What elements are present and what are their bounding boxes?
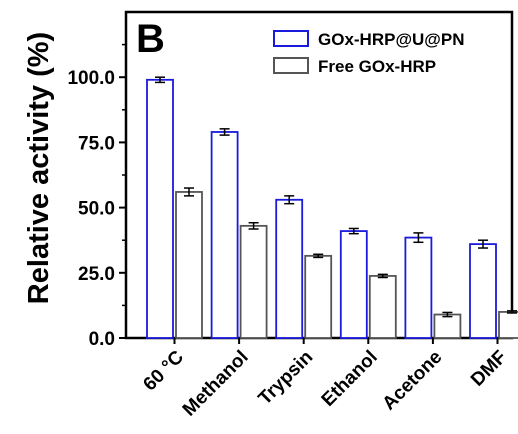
- bar-series-1: [146, 78, 174, 339]
- error-bar: [219, 128, 230, 136]
- y-axis-ticks: 0.0 25.0 50.0 75.0 100.0: [67, 43, 126, 350]
- bar-series-2: [368, 275, 397, 339]
- legend-label-series-2: Free GOx-HRP: [318, 57, 436, 76]
- x-tick-label: Methanol: [179, 347, 253, 421]
- x-tick-label: 60 °C: [139, 346, 188, 395]
- legend-swatch-series-1: [273, 30, 309, 47]
- legend-label-series-1: GOx-HRP@U@PN: [318, 30, 465, 49]
- bar-series-2: [498, 311, 518, 339]
- y-tick-label: 50.0: [78, 199, 115, 220]
- y-tick-label: 75.0: [78, 133, 115, 154]
- bar-series-1: [469, 243, 497, 339]
- bar-series-2: [175, 191, 203, 339]
- x-tick-label: Acetone: [379, 347, 447, 415]
- error-bar: [248, 221, 259, 230]
- error-bar: [478, 239, 488, 249]
- bar-series-1: [404, 236, 433, 339]
- legend-swatch-series-2: [273, 57, 309, 74]
- x-tick-label: Trypsin: [255, 347, 318, 410]
- panel-label: B: [136, 17, 165, 61]
- legend: GOx-HRP@U@PN Free GOx-HRP: [273, 30, 465, 76]
- bar-series-2: [433, 313, 462, 339]
- bar-series-1: [210, 131, 239, 339]
- error-bar: [284, 195, 295, 205]
- error-bar: [377, 273, 388, 279]
- y-axis-title: Relative activity (%): [23, 32, 55, 304]
- x-tick-label: DMF: [467, 347, 511, 391]
- bar-series-1: [339, 230, 368, 339]
- y-tick-label: 25.0: [78, 264, 115, 285]
- bar-series-2: [304, 254, 333, 339]
- bar-series-1: [275, 198, 304, 339]
- bar-series-2: [239, 224, 268, 339]
- error-bar: [313, 253, 324, 259]
- error-bar: [348, 227, 359, 235]
- error-bar: [155, 76, 165, 84]
- bars-group: [146, 76, 518, 339]
- y-tick-label: 100.0: [67, 68, 115, 89]
- x-tick-label: Ethanol: [318, 347, 382, 411]
- error-bar: [413, 232, 424, 244]
- error-bar: [442, 311, 453, 318]
- y-tick-label: 0.0: [89, 329, 115, 350]
- error-bar: [507, 310, 517, 314]
- error-bar: [184, 187, 194, 197]
